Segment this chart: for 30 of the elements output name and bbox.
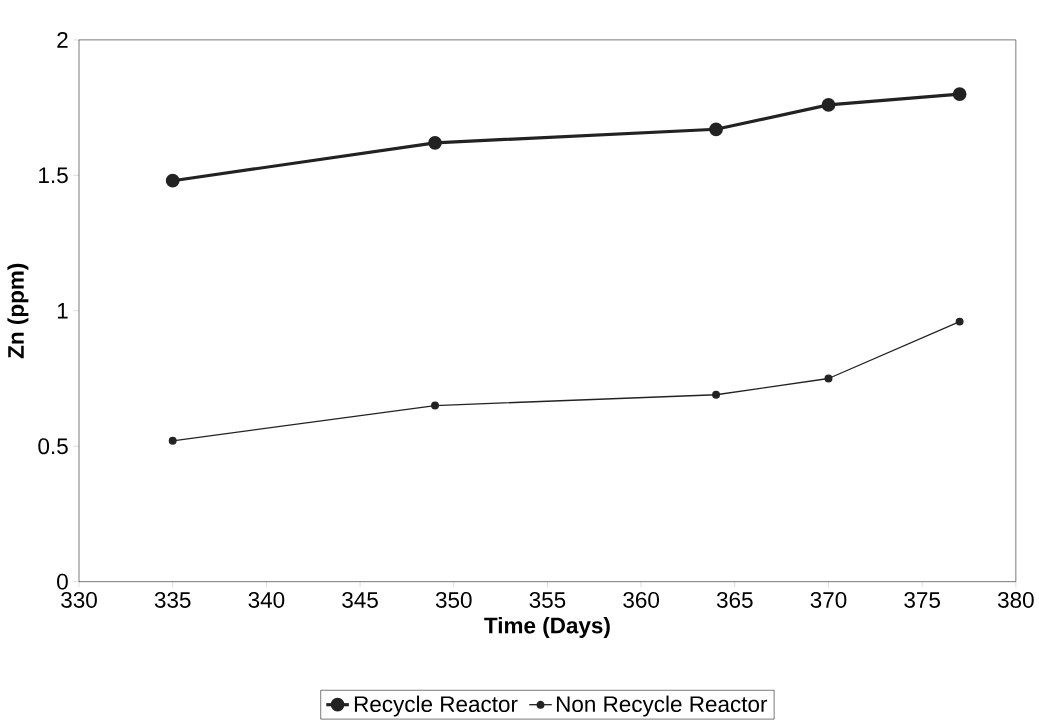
point — [712, 390, 721, 399]
x-tick-label: 355 — [529, 592, 566, 609]
y-tick-label: 2 — [57, 32, 68, 48]
point — [428, 136, 442, 150]
point — [824, 374, 833, 383]
point — [168, 437, 177, 445]
y-axis-title: Zn (ppm) — [7, 264, 29, 359]
x-tick-label: 345 — [342, 592, 378, 609]
y-tick-label: 1.5 — [39, 167, 68, 184]
point — [431, 401, 439, 410]
y-tick-label: 1 — [57, 303, 68, 319]
x-tick-label: 340 — [248, 592, 285, 609]
y-tick-label: 0.5 — [38, 438, 68, 455]
y-tick-label: 0 — [57, 573, 68, 590]
x-axis-title: Time (Days) — [484, 617, 610, 639]
x-tick-label: 335 — [154, 592, 191, 609]
legend-label: Non Recycle Reactor — [556, 695, 768, 717]
x-tick-label: 360 — [623, 592, 659, 609]
x-tick-label: 370 — [810, 592, 847, 609]
x-tick-label: 330 — [61, 592, 97, 609]
point — [165, 174, 180, 188]
legend-label: Recycle Reactor — [354, 695, 518, 717]
point — [821, 98, 836, 112]
point — [955, 317, 964, 326]
x-tick-label: 380 — [997, 592, 1034, 609]
x-tick-label: 350 — [435, 592, 472, 609]
point — [709, 122, 723, 137]
x-tick-label: 375 — [904, 592, 940, 609]
x-tick-label: 365 — [716, 592, 753, 609]
point — [952, 87, 967, 102]
